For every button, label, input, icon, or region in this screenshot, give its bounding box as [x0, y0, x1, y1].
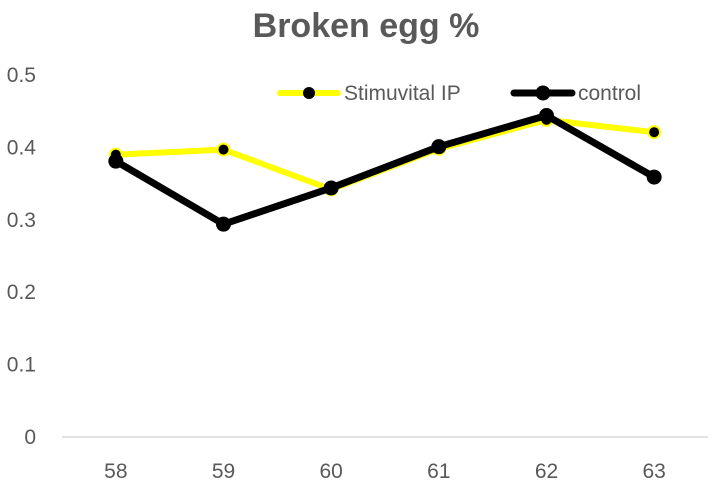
legend-marker — [303, 87, 315, 99]
data-point — [323, 180, 339, 196]
data-point — [539, 108, 554, 124]
y-tick-label: 0.3 — [7, 209, 36, 232]
x-tick-label: 61 — [427, 460, 450, 483]
chart-title: Broken egg % — [253, 7, 480, 45]
data-point — [108, 153, 124, 169]
data-point — [216, 142, 231, 157]
legend-label: control — [578, 82, 641, 105]
data-point — [216, 216, 231, 232]
legend-entry: control — [510, 82, 641, 105]
legend-marker — [535, 85, 551, 101]
legend: Stimuvital IP control — [277, 82, 641, 105]
x-axis-ticks: 58 59 60 61 62 63 — [104, 460, 666, 483]
legend-entry: Stimuvital IP — [277, 82, 461, 105]
x-tick-label: 59 — [212, 460, 235, 483]
x-tick-label: 60 — [319, 460, 342, 483]
y-tick-label: 0.4 — [7, 136, 37, 159]
data-point — [646, 169, 662, 185]
x-tick-label: 63 — [642, 460, 665, 483]
data-point — [431, 139, 447, 155]
series-layer — [108, 108, 662, 232]
series-line — [112, 112, 658, 228]
x-tick-label: 62 — [535, 460, 558, 483]
y-axis-ticks: 0 0.1 0.2 0.3 0.4 0.5 — [7, 64, 37, 449]
y-tick-label: 0.5 — [7, 64, 36, 87]
y-tick-label: 0.1 — [7, 354, 36, 377]
data-point — [647, 125, 662, 140]
x-tick-label: 58 — [104, 460, 127, 483]
y-tick-label: 0 — [24, 426, 36, 449]
series-0 — [108, 112, 662, 197]
legend-label: Stimuvital IP — [344, 82, 461, 105]
series-1 — [108, 108, 662, 232]
y-tick-label: 0.2 — [7, 281, 36, 304]
